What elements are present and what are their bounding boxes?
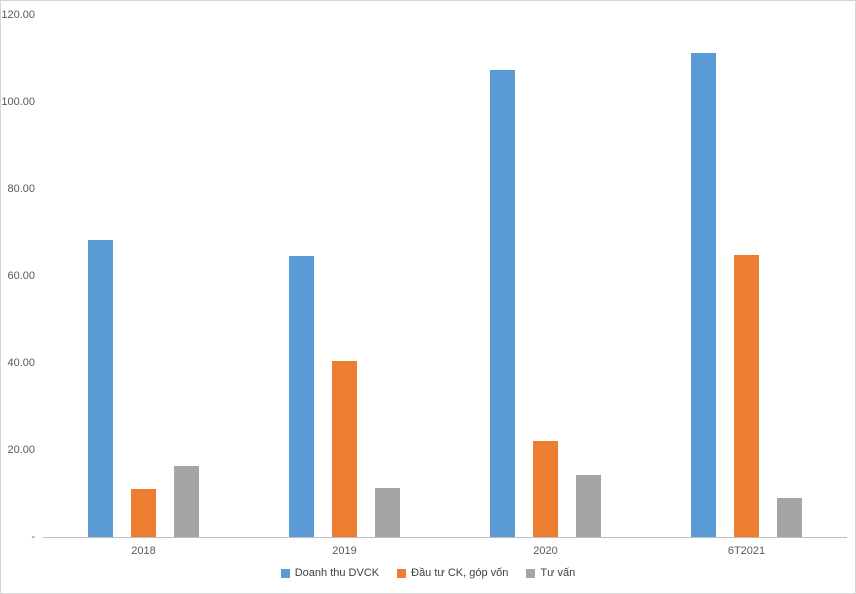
bar-dau-tu-ck-gop-von-2018 [131, 489, 156, 537]
bar-group-6t2021 [646, 15, 847, 537]
bar-doanh-thu-dvck-6t2021 [691, 52, 716, 537]
x-tick-label-2020: 2020 [533, 545, 558, 557]
bar-dau-tu-ck-gop-von-2020 [533, 441, 558, 537]
y-tick-label: - [31, 530, 35, 543]
x-tick-label-2018: 2018 [131, 545, 156, 557]
y-tick-label: 40.00 [7, 356, 35, 369]
bar-group-2018 [43, 15, 244, 537]
y-axis: - 20.00 40.00 60.00 80.00 100.00 120.00 [1, 9, 39, 542]
bar-group-2020 [445, 15, 646, 537]
bar-group-2019 [244, 15, 445, 537]
legend-swatch-icon [526, 568, 536, 578]
bar-groups [43, 15, 847, 537]
legend-label: Đầu tư CK, góp vốn [411, 567, 509, 579]
legend-label: Doanh thu DVCK [294, 567, 380, 579]
y-tick-label: 100.00 [1, 95, 35, 108]
legend-swatch-icon [280, 568, 290, 578]
legend-item-doanh-thu-dvck: Doanh thu DVCK [280, 567, 380, 579]
x-axis: 2018 2019 2020 6T2021 [43, 538, 847, 557]
y-tick-label: 80.00 [7, 182, 35, 195]
bar-tu-van-2019 [375, 488, 400, 537]
x-tick-label-6t2021: 6T2021 [727, 545, 766, 557]
legend: Doanh thu DVCK Đầu tư CK, góp vốn Tư vấn [1, 567, 855, 579]
bar-tu-van-2020 [576, 475, 601, 537]
bar-dau-tu-ck-gop-von-6t2021 [734, 254, 759, 537]
legend-item-tu-van: Tư vấn [526, 567, 575, 579]
bar-doanh-thu-dvck-2019 [289, 256, 314, 537]
bar-tu-van-2018 [174, 466, 199, 537]
bar-doanh-thu-dvck-2020 [490, 70, 515, 537]
legend-item-dau-tu-ck-gop-von: Đầu tư CK, góp vốn [397, 567, 508, 579]
x-tick-label-2019: 2019 [332, 545, 357, 557]
bar-dau-tu-ck-gop-von-2019 [332, 360, 357, 537]
plot-area [43, 15, 847, 538]
y-tick-label: 60.00 [7, 269, 35, 282]
legend-swatch-icon [397, 568, 407, 578]
y-tick-label: 120.00 [1, 8, 35, 21]
bar-tu-van-6t2021 [777, 497, 802, 537]
legend-label: Tư vấn [540, 567, 576, 579]
y-tick-label: 20.00 [7, 443, 35, 456]
bar-doanh-thu-dvck-2018 [88, 240, 113, 537]
